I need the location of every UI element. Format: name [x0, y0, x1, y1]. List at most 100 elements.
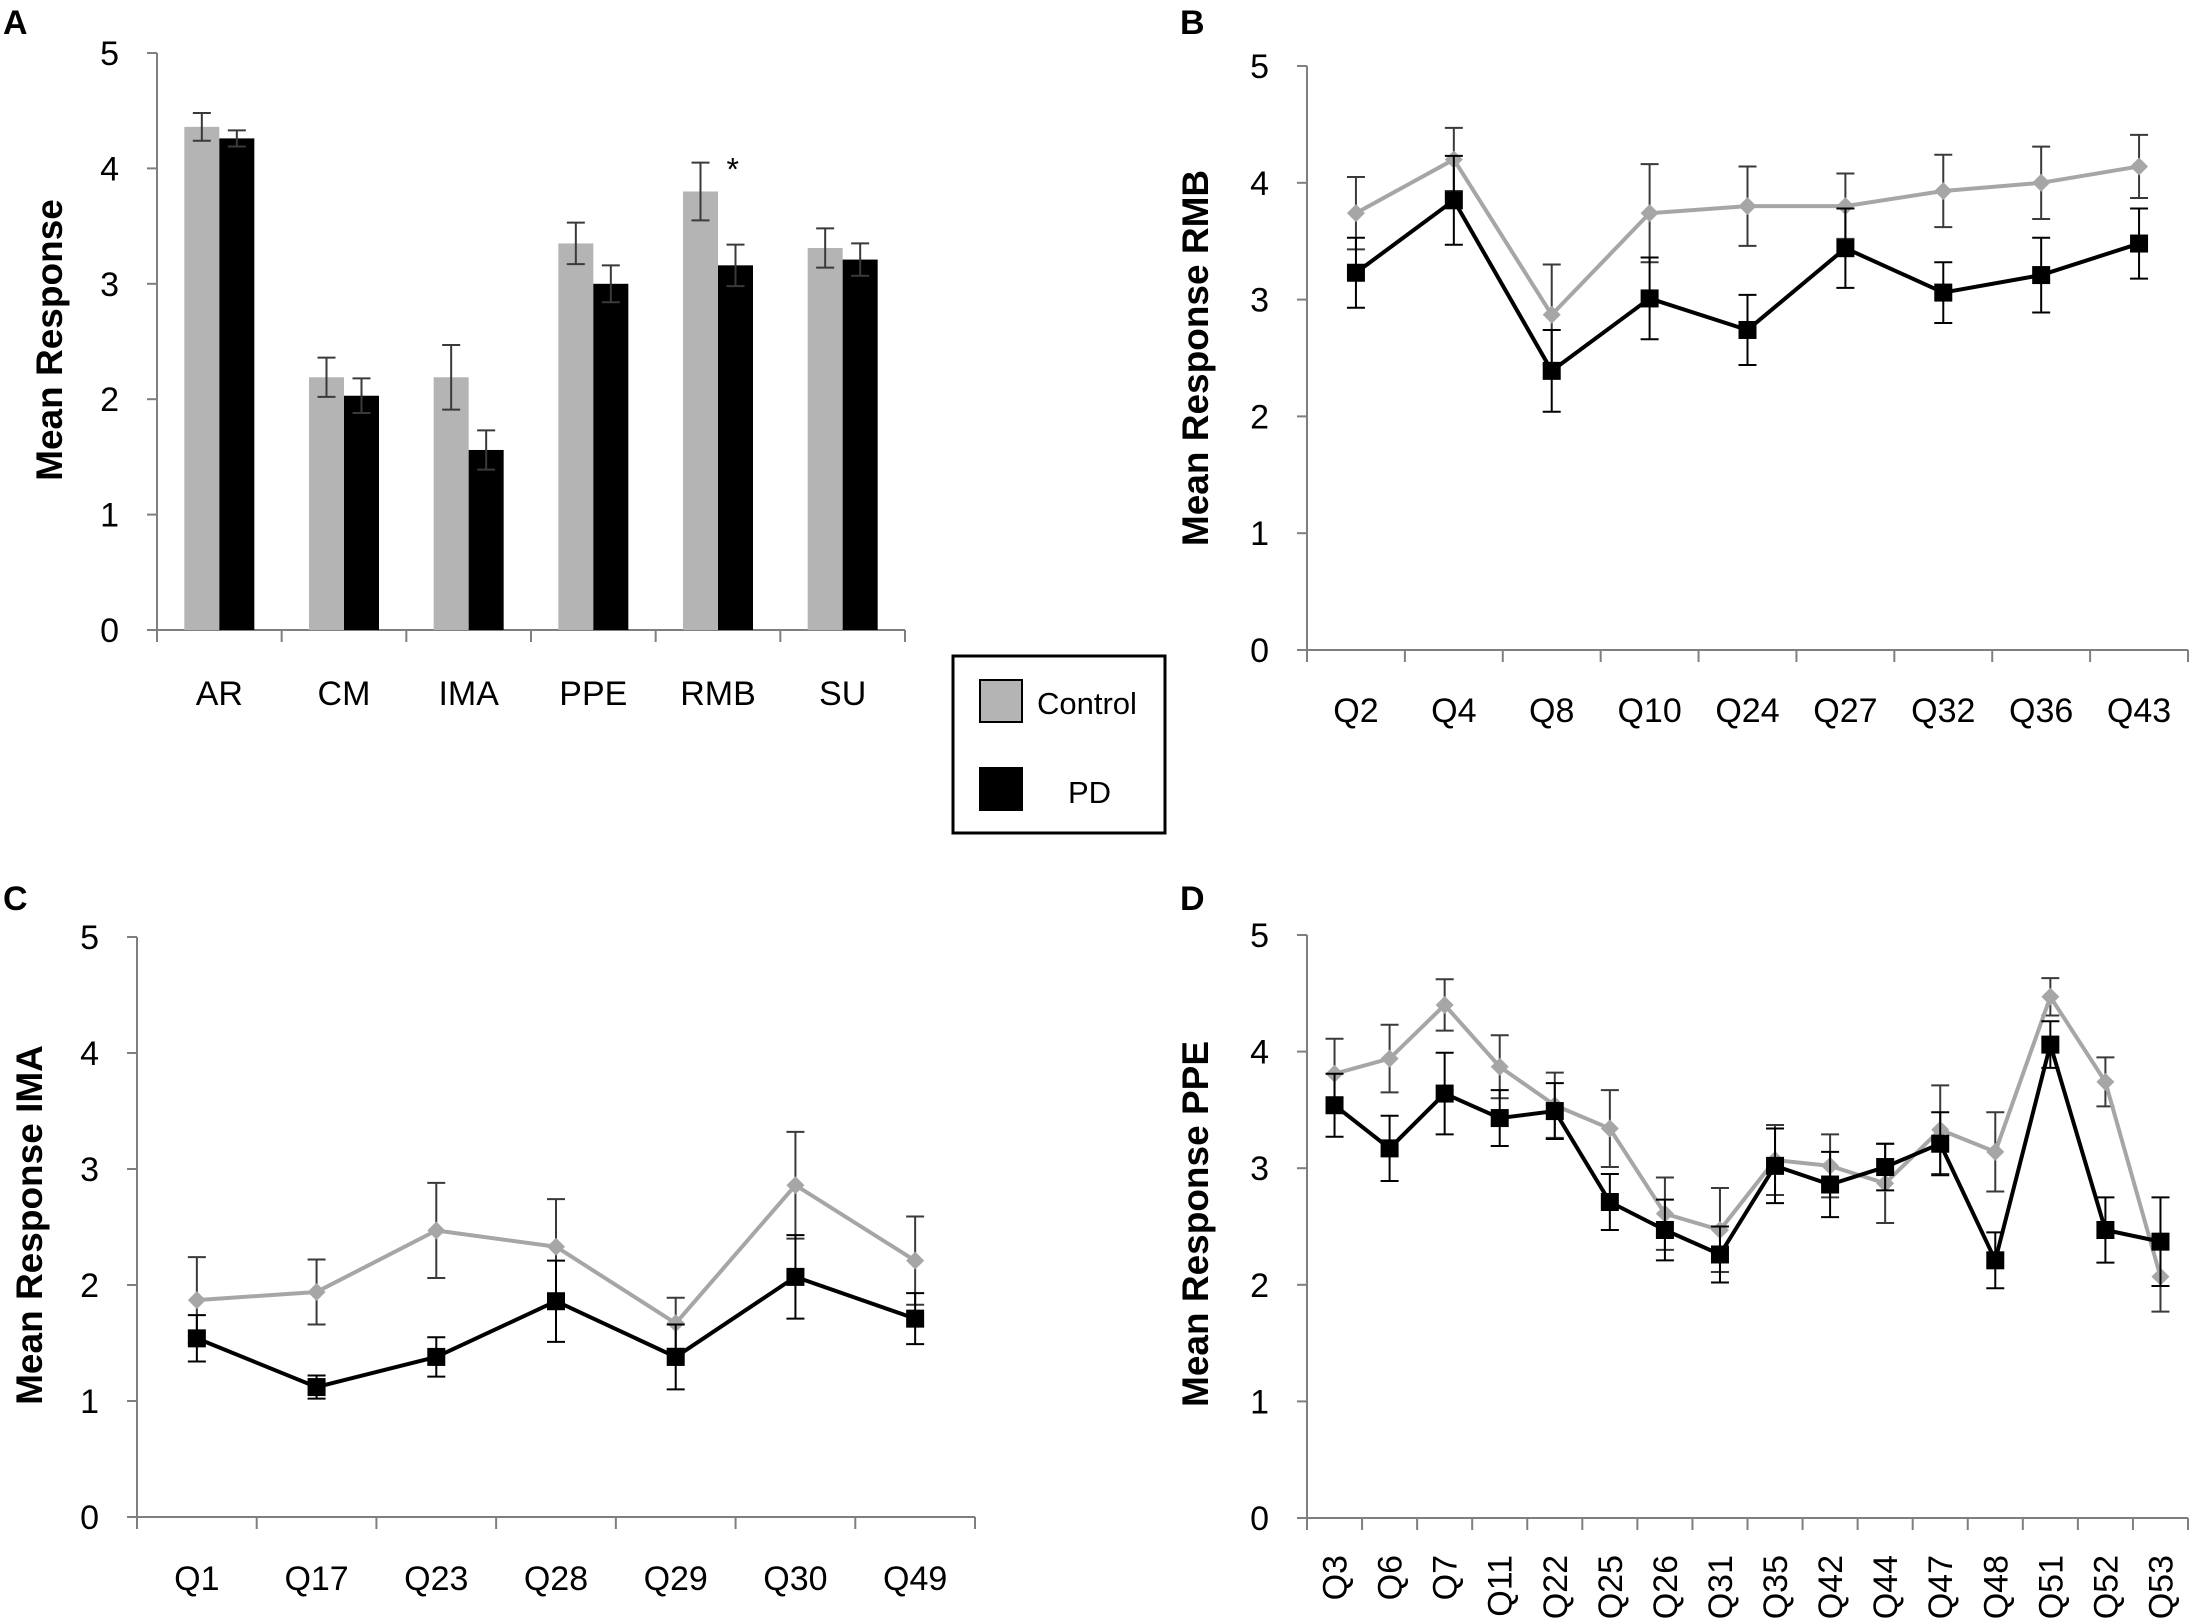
x-tick-label: Q31 — [1702, 1555, 1740, 1619]
x-tick-label: Q28 — [524, 1560, 588, 1598]
point-pd-q43 — [2130, 234, 2149, 253]
legend-swatch-control — [979, 679, 1023, 723]
point-control-q1 — [187, 1291, 206, 1310]
x-tick-label: PPE — [559, 675, 627, 713]
point-control-q29 — [666, 1314, 685, 1333]
x-tick-label: Q42 — [1812, 1555, 1850, 1619]
x-tick-label: Q22 — [1537, 1555, 1575, 1619]
y-tick-label: 5 — [1250, 917, 1269, 955]
y-tick-label: 5 — [1250, 48, 1269, 86]
x-tick-label: Q2 — [1333, 692, 1378, 730]
point-control-q27 — [1836, 197, 1855, 216]
y-axis-label: Mean Response IMA — [9, 1045, 50, 1405]
point-control-q24 — [1738, 197, 1757, 216]
y-tick-label: 4 — [1250, 1034, 1269, 1072]
point-control-q30 — [786, 1176, 805, 1195]
x-tick-label: Q4 — [1431, 692, 1476, 730]
point-control-q51 — [2041, 987, 2060, 1006]
chart-panel-b: 0 1 2 3 4 5 Mean Response RMB Q2 Q4 Q8 Q10 Q24 Q27 Q3… — [1175, 48, 2189, 730]
y-tick-label: 1 — [100, 497, 119, 535]
point-pd-q6 — [1380, 1139, 1399, 1158]
legend-swatch-pd — [979, 767, 1023, 811]
point-pd-q1 — [187, 1329, 206, 1348]
y-tick-label: 0 — [100, 612, 119, 650]
x-tick-label: Q10 — [1617, 692, 1681, 730]
bar-pd-rmb — [718, 265, 753, 630]
y-axis-label: Mean Response — [29, 199, 70, 481]
y-tick-label: 4 — [1250, 165, 1269, 203]
point-pd-q31 — [1710, 1245, 1729, 1264]
legend: Control PD — [951, 654, 1167, 835]
y-tick-label: 0 — [1250, 1500, 1269, 1538]
x-tick-label: Q36 — [2009, 692, 2073, 730]
bar-pd-ppe — [593, 283, 629, 630]
x-tick-label: Q48 — [1977, 1555, 2015, 1619]
x-tick-label: Q24 — [1715, 692, 1779, 730]
y-axis-label: Mean Response PPE — [1175, 1041, 1216, 1407]
chart-panel-d: 0 1 2 3 4 5 Mean Response PPE Q3 Q6 Q7 Q11 Q22 Q25 Q2… — [1175, 917, 2189, 1619]
point-control-q10 — [1640, 204, 1659, 223]
point-control-q8 — [1542, 305, 1561, 324]
x-tick-label: Q44 — [1867, 1555, 1905, 1619]
y-tick-label: 2 — [1250, 1267, 1269, 1305]
x-tick-label: Q25 — [1592, 1555, 1630, 1619]
point-pd-q47 — [1931, 1134, 1950, 1153]
y-tick-label: 2 — [1250, 398, 1269, 436]
point-pd-q24 — [1738, 320, 1757, 339]
y-tick-label: 1 — [1250, 1383, 1269, 1421]
x-tick-label: Q6 — [1372, 1555, 1410, 1600]
point-pd-q7 — [1435, 1084, 1454, 1103]
point-pd-q53 — [2151, 1232, 2170, 1251]
x-tick-label: Q51 — [2032, 1555, 2070, 1619]
point-pd-q48 — [1986, 1251, 2005, 1270]
y-tick-label: 3 — [1250, 282, 1269, 320]
point-control-q17 — [307, 1282, 326, 1301]
y-tick-label: 2 — [80, 1267, 99, 1305]
point-pd-q22 — [1545, 1102, 1564, 1121]
y-axis-label: Mean Response RMB — [1175, 170, 1216, 546]
x-tick-label: Q47 — [1922, 1555, 1960, 1619]
bar-control-ima — [433, 377, 469, 630]
y-tick-label: 5 — [80, 919, 99, 957]
point-control-q43 — [2130, 157, 2149, 176]
point-control-q2 — [1346, 204, 1365, 223]
y-tick-label: 1 — [80, 1383, 99, 1421]
point-control-q25 — [1600, 1119, 1619, 1138]
x-tick-label: Q32 — [1911, 692, 1975, 730]
point-pd-q44 — [1876, 1158, 1895, 1177]
point-control-q11 — [1490, 1057, 1509, 1076]
bar-control-cm — [309, 377, 344, 630]
series-line-control — [1334, 994, 2163, 1278]
panel-letter-a: A — [3, 4, 28, 42]
significance-asterisk: * — [727, 152, 739, 188]
x-tick-label: Q30 — [763, 1560, 827, 1598]
y-tick-label: 3 — [100, 266, 119, 304]
point-pd-q42 — [1821, 1175, 1840, 1194]
point-pd-q8 — [1542, 361, 1561, 380]
x-tick-label: Q1 — [174, 1560, 219, 1598]
bar-pd-cm — [344, 395, 379, 630]
point-control-q6 — [1380, 1049, 1399, 1068]
bar-pd-su — [842, 259, 878, 630]
x-tick-label: Q52 — [2087, 1555, 2125, 1619]
panel-letter-d: D — [1180, 880, 1205, 918]
point-control-q49 — [906, 1251, 925, 1270]
x-tick-label: Q43 — [2107, 692, 2171, 730]
point-pd-q23 — [427, 1347, 446, 1366]
x-tick-label: Q53 — [2142, 1555, 2180, 1619]
point-pd-q17 — [307, 1378, 326, 1397]
x-tick-label: Q17 — [284, 1560, 348, 1598]
y-tick-label: 0 — [80, 1499, 99, 1537]
point-pd-q4 — [1444, 191, 1463, 210]
point-pd-q28 — [547, 1292, 565, 1311]
x-tick-label: Q49 — [883, 1560, 947, 1598]
point-pd-q29 — [666, 1347, 685, 1366]
point-control-q32 — [1934, 181, 1953, 200]
x-tick-label: Q27 — [1813, 692, 1877, 730]
point-pd-q51 — [2041, 1035, 2060, 1054]
bar-control-ar — [184, 126, 220, 630]
point-pd-q3 — [1325, 1096, 1344, 1115]
point-pd-q49 — [906, 1309, 925, 1328]
chart-panel-a: 0 1 2 3 4 5 Mean Response AR CM IMA PPE RMB SU * — [29, 35, 906, 713]
